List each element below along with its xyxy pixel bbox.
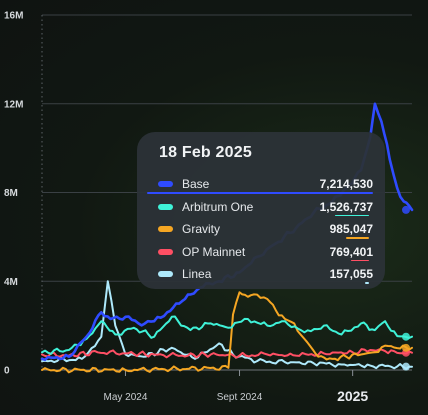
tooltip-row: OP Mainnet 769,401: [158, 241, 373, 264]
series-line-arbitrum-one: [41, 315, 413, 355]
y-tick-label: 12M: [4, 99, 23, 110]
tooltip-row: Base 7,214,530: [147, 173, 373, 196]
y-tick-label: 4M: [4, 277, 18, 288]
tooltip-value-bar: [335, 214, 369, 216]
x-tick-label: 2025: [337, 388, 368, 404]
legend-swatch: [158, 203, 173, 210]
tooltip-row: Arbitrum One 1,526,737: [158, 196, 373, 219]
x-tick-label: May 2024: [103, 392, 147, 403]
tooltip-series-name: Base: [182, 177, 210, 192]
tooltip-series-value: 985,047: [329, 222, 373, 237]
tooltip-value-bar: [351, 259, 369, 261]
y-tick-label: 8M: [4, 188, 18, 199]
series-endpoint-linea: [402, 362, 410, 371]
series-endpoint-base: [402, 205, 410, 214]
series-endpoint-gravity: [402, 343, 410, 352]
tooltip-series-value: 157,055: [329, 267, 373, 282]
tooltip-series-value: 769,401: [329, 244, 373, 259]
tooltip-series-value: 7,214,530: [319, 177, 373, 192]
series-line-op-mainnet: [41, 348, 413, 359]
legend-swatch: [158, 248, 173, 255]
hover-tooltip: 18 Feb 2025 Base 7,214,530 Arbitrum One 1,5…: [137, 132, 385, 289]
x-tick-label: Sept 2024: [217, 392, 263, 403]
y-axis-ticks: 0 4M 8M 12M 16M: [4, 11, 23, 377]
series-line-linea: [41, 280, 413, 370]
tooltip-series-name: OP Mainnet: [182, 244, 246, 259]
tooltip-rows: Base 7,214,530 Arbitrum One 1,526,737 Gravit…: [147, 173, 373, 286]
tooltip-series-name: Arbitrum One: [182, 199, 254, 214]
tooltip-value-bar: [346, 237, 369, 239]
series-endpoint-arbitrum-one: [402, 332, 410, 341]
tooltip-row: Gravity 985,047: [158, 218, 373, 241]
y-tick-label: 0: [4, 366, 10, 377]
tooltip-value-bar: [365, 282, 369, 284]
tooltip-series-value: 1,526,737: [319, 199, 373, 214]
tooltip-row: Linea 157,055: [158, 263, 373, 286]
legend-swatch: [158, 181, 173, 188]
tooltip-series-name: Linea: [182, 267, 212, 282]
legend-swatch: [158, 226, 173, 233]
tooltip-series-name: Gravity: [182, 222, 221, 237]
series-line-gravity: [41, 291, 413, 374]
tooltip-value-bar: [147, 192, 373, 194]
x-axis: May 2024 Sept 2024 2025: [103, 370, 368, 404]
legend-swatch: [158, 271, 173, 278]
y-tick-label: 16M: [4, 11, 23, 22]
tooltip-date: 18 Feb 2025: [159, 144, 252, 161]
series-endpoints: [402, 205, 410, 371]
